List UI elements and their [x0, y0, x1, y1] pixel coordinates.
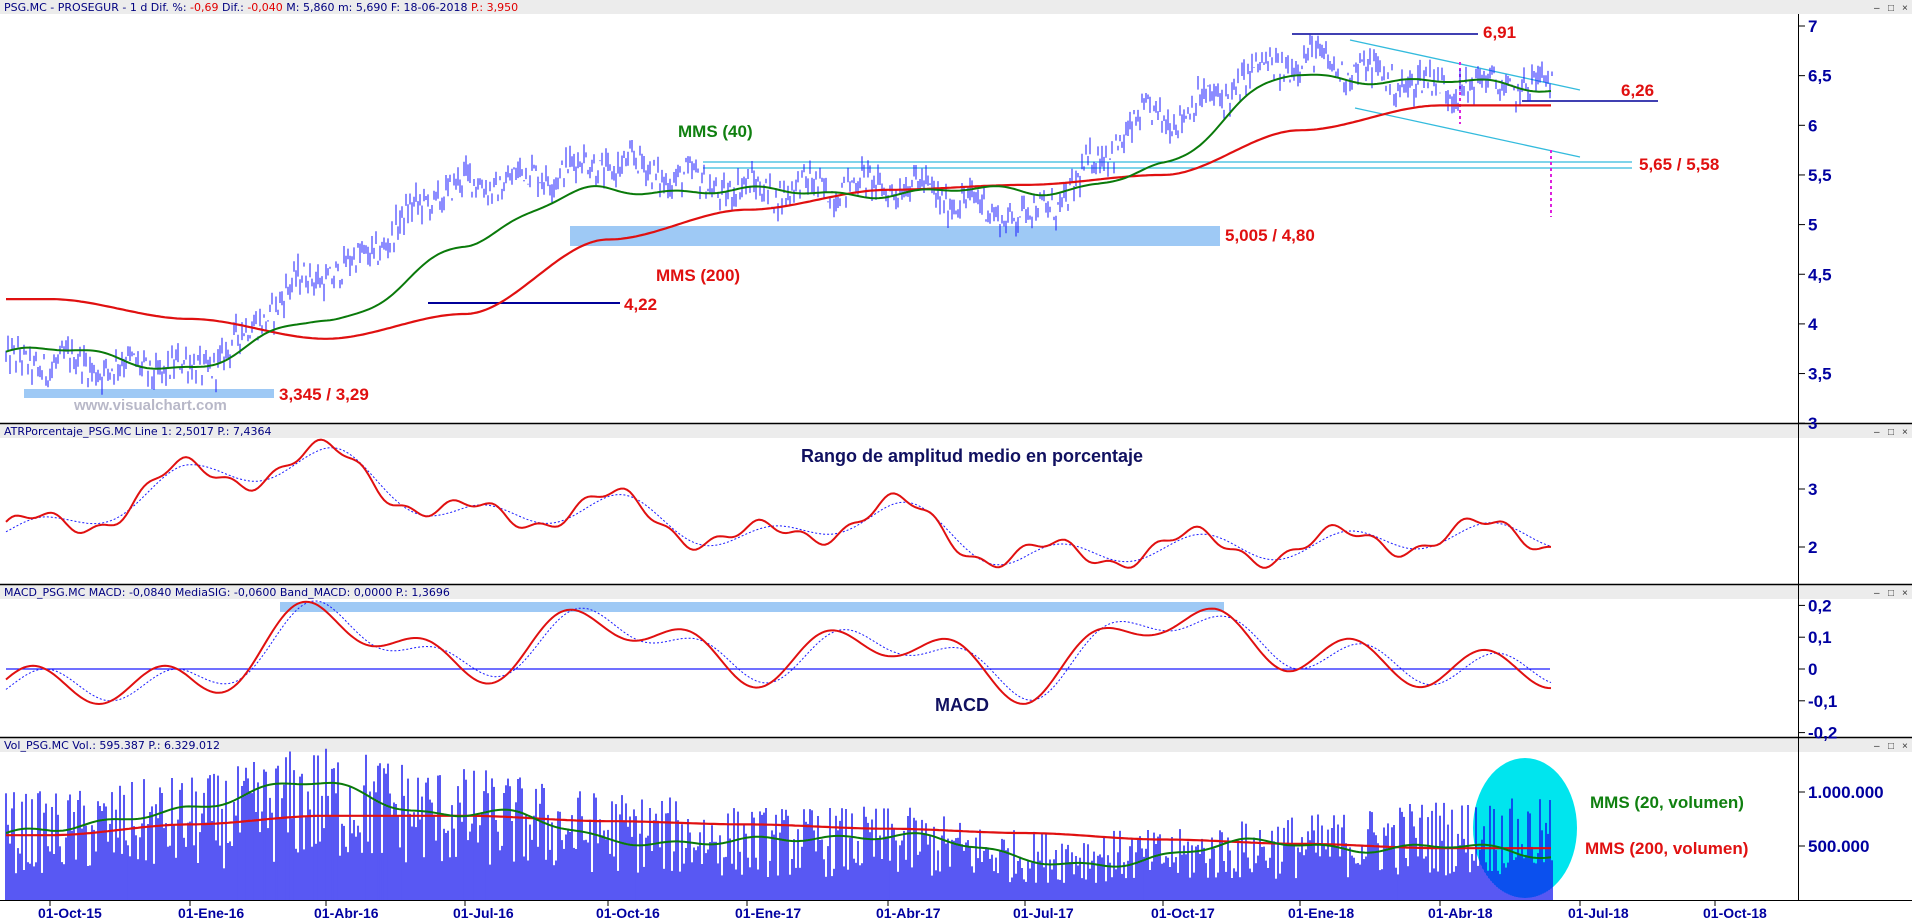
price-y-tick-label: 7: [1808, 17, 1817, 36]
macd-y-tick-label: -0,1: [1808, 692, 1837, 711]
svg-text:PSG.MC - PROSEGUR - 1 d Dif. %: PSG.MC - PROSEGUR - 1 d Dif. %: -0,69 Di…: [4, 1, 518, 14]
macd-y-axis: 0,2 0,1 0 -0,1 -0,2: [1799, 596, 1837, 743]
maximize-icon[interactable]: □: [1888, 588, 1894, 599]
macd-panel-header: MACD_PSG.MC MACD: -0,0840 MediaSIG: -0,0…: [4, 586, 450, 599]
channel-lower: [1354, 107, 1581, 158]
x-tick-label: 01-Oct-18: [1703, 905, 1767, 921]
x-tick-label: 01-Abr-18: [1428, 905, 1493, 921]
close-icon[interactable]: ×: [1902, 3, 1908, 14]
price-y-tick-label: 3,5: [1808, 365, 1832, 384]
price-y-tick-label: 5: [1808, 216, 1817, 235]
close-icon[interactable]: ×: [1902, 741, 1908, 752]
price-y-tick-label: 5,5: [1808, 166, 1832, 185]
mms200-line: [6, 104, 1551, 340]
label-level-565-558: 5,65 / 5,58: [1639, 155, 1719, 174]
volume-highlight: [1473, 758, 1577, 898]
price-y-tick-label: 4,5: [1808, 265, 1832, 284]
macd-y-tick-label: 0: [1808, 660, 1817, 679]
atr-panel-header: ATRPorcentaje_PSG.MC Line 1: 2,5017 P.: …: [4, 425, 271, 438]
macd-y-tick-label: 0,2: [1808, 596, 1832, 615]
label-level-691: 6,91: [1483, 23, 1516, 42]
x-tick-label: 01-Jul-18: [1568, 905, 1629, 921]
macd-zone: [280, 602, 1224, 612]
x-tick-label: 01-Abr-16: [314, 905, 379, 921]
minimize-icon[interactable]: –: [1874, 427, 1880, 438]
minimize-icon[interactable]: –: [1874, 588, 1880, 599]
channel-upper: [1349, 39, 1581, 91]
price-y-tick-label: 6,5: [1808, 67, 1832, 86]
volume-y-tick-label: 500.000: [1808, 837, 1869, 856]
label-mms40: MMS (40): [678, 122, 753, 141]
price-header-rest: M: 5,860 m: 5,690 F: 18-06-2018: [283, 1, 471, 14]
macd-title: MACD: [935, 695, 989, 715]
label-vol-mms20: MMS (20, volumen): [1590, 793, 1744, 812]
minimize-icon[interactable]: –: [1874, 741, 1880, 752]
x-tick-label: 01-Oct-17: [1151, 905, 1215, 921]
price-moving-averages: [5, 73, 1552, 370]
mms40-line: [5, 73, 1552, 370]
x-tick-label: 01-Oct-16: [596, 905, 660, 921]
zone-3345-329: [24, 389, 274, 398]
x-tick-label: 01-Ene-18: [1288, 905, 1354, 921]
volume-mms200-line: [6, 814, 1551, 850]
window-controls: – □ × – □ × – □ × – □ ×: [1874, 3, 1908, 752]
price-header-dif-pct: -0,69: [190, 1, 218, 14]
macd-y-tick-label: -0,2: [1808, 724, 1837, 743]
x-tick-label: 01-Ene-17: [735, 905, 801, 921]
close-icon[interactable]: ×: [1902, 427, 1908, 438]
label-level-626: 6,26: [1621, 81, 1654, 100]
price-header-p: P.: 3,950: [471, 1, 518, 14]
price-annotations-shapes: [24, 33, 1658, 398]
macd-signal-line: [5, 600, 1552, 702]
price-y-tick-label: 3: [1808, 414, 1817, 433]
macd-lines: [5, 600, 1552, 706]
maximize-icon[interactable]: □: [1888, 427, 1894, 438]
volume-moving-averages: [5, 781, 1552, 868]
close-icon[interactable]: ×: [1902, 588, 1908, 599]
volume-y-tick-label: 1.000.000: [1808, 783, 1884, 802]
atr-y-tick-label: 3: [1808, 480, 1817, 499]
atr-lines: [5, 438, 1552, 569]
label-vol-mms200: MMS (200, volumen): [1585, 839, 1748, 858]
price-header-dif-label: Dif.:: [219, 1, 248, 14]
label-mms200: MMS (200): [656, 266, 740, 285]
maximize-icon[interactable]: □: [1888, 741, 1894, 752]
atr-y-axis: 32: [1799, 480, 1817, 557]
price-header-dif: -0,040: [247, 1, 282, 14]
atr-y-tick-label: 2: [1808, 538, 1817, 557]
atr-line: [5, 438, 1552, 569]
macd-y-tick-label: 0,1: [1808, 628, 1832, 647]
price-y-tick-label: 6: [1808, 116, 1817, 135]
price-y-tick-label: 4: [1808, 315, 1818, 334]
volume-panel-header: Vol_PSG.MC Vol.: 595.387 P.: 6.329.012: [4, 739, 220, 752]
x-axis: 01-Oct-15 01-Ene-16 01-Abr-16 01-Jul-16 01-O…: [38, 900, 1767, 921]
x-tick-label: 01-Abr-17: [876, 905, 941, 921]
minimize-icon[interactable]: –: [1874, 3, 1880, 14]
macd-shapes: [6, 602, 1550, 670]
x-tick-label: 01-Jul-16: [453, 905, 514, 921]
watermark: www.visualchart.com: [73, 397, 227, 414]
label-level-5005-480: 5,005 / 4,80: [1225, 226, 1315, 245]
x-tick-label: 01-Oct-15: [38, 905, 102, 921]
label-level-3345-329: 3,345 / 3,29: [279, 385, 369, 404]
volume-highlight-ellipse: [1473, 758, 1577, 898]
atr-title: Rango de amplitud medio en porcentaje: [801, 446, 1143, 466]
x-tick-label: 01-Ene-16: [178, 905, 244, 921]
price-header-prefix: PSG.MC - PROSEGUR - 1 d Dif. %:: [4, 1, 190, 14]
price-panel-header: PSG.MC - PROSEGUR - 1 d Dif. %: -0,69 Di…: [4, 1, 518, 14]
x-tick-label: 01-Jul-17: [1013, 905, 1074, 921]
price-y-axis: 7 6,5 6 5,5 5 4,5 4 3,5 3: [1799, 17, 1832, 433]
zone-5005-480: [570, 226, 1220, 246]
macd-line: [5, 600, 1552, 706]
volume-mms20-line: [5, 781, 1552, 868]
label-level-422: 4,22: [624, 295, 657, 314]
volume-y-axis: 1.000.000 500.000: [1799, 783, 1884, 856]
maximize-icon[interactable]: □: [1888, 3, 1894, 14]
